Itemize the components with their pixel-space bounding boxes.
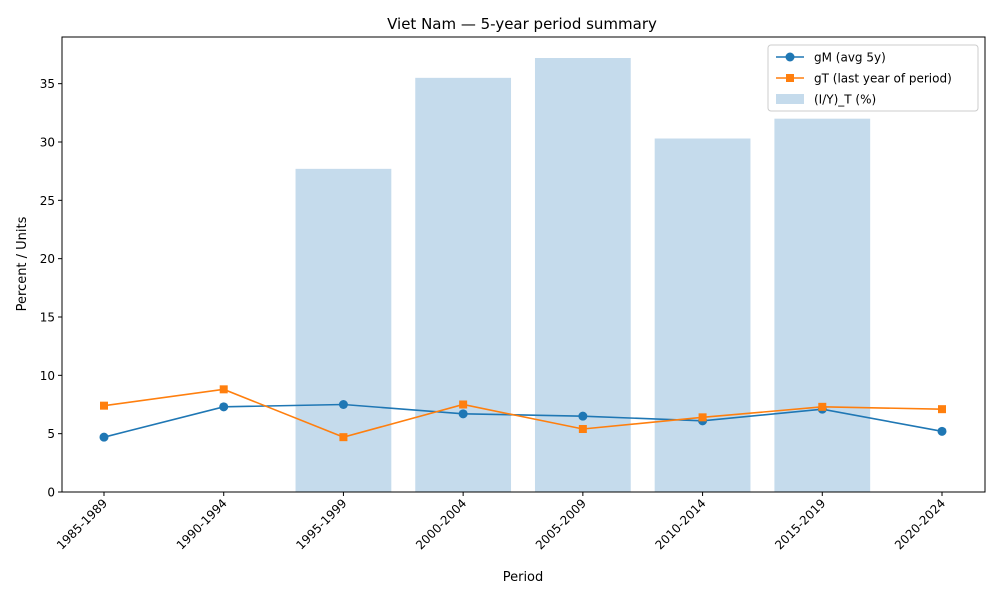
legend-label: gM (avg 5y) [814,51,886,65]
legend-swatch [776,94,804,104]
legend-marker [785,52,795,62]
y-axis-label: Percent / Units [15,216,30,311]
point-1-1 [219,385,228,394]
y-tick-label: 30 [40,136,55,150]
point-1-6 [818,402,827,411]
line-series [99,385,947,442]
bar-2010-2014 [654,138,751,492]
point-1-7 [938,405,946,414]
series-line-1 [103,388,943,439]
x-tick-label: 2010-2014 [653,496,709,552]
y-tick-label: 35 [40,77,55,91]
bar-series [295,58,871,493]
x-tick-label: 2005-2009 [533,496,589,552]
y-tick-label: 0 [47,486,55,500]
legend-label: gT (last year of period) [814,72,952,86]
series-line-0 [103,403,943,438]
bar-2015-2019 [774,118,871,493]
x-tick-label: 2020-2024 [892,496,948,552]
x-tick-label: 2000-2004 [413,496,469,552]
bar-2000-2004 [415,77,512,492]
point-1-3 [459,400,468,409]
y-tick-label: 10 [40,369,55,383]
point-1-0 [100,401,108,410]
y-tick-label: 20 [40,252,55,266]
point-1-5 [698,413,707,422]
y-axis: 0 5 10 15 20 25 30 35 [40,77,62,500]
point-1-2 [339,433,348,442]
y-tick-label: 25 [40,194,55,208]
x-tick-label: 1995-1999 [293,496,349,552]
legend-box [767,44,979,112]
x-tick-label: 1985-1989 [54,496,110,552]
point-0-0 [99,432,109,442]
point-0-7 [937,426,947,436]
x-axis: 1985-1989 1990-1994 1995-1999 2000-2004 2005… [54,492,948,552]
point-0-3 [458,409,468,419]
y-tick-label: 15 [40,311,55,325]
chart-title: Viet Nam — 5-year period summary [387,15,657,33]
x-tick-label: 2015-2019 [772,496,828,552]
y-tick-label: 5 [47,427,55,441]
point-0-2 [338,400,348,409]
axes-frame [61,36,986,493]
point-0-4 [578,411,588,421]
x-tick-label: 1990-1994 [174,496,230,552]
bar-1995-1999 [295,168,392,493]
legend: gM (avg 5y) gT (last year of period) (I/Y)… [767,44,979,112]
legend-label: (I/Y)_T (%) [814,93,876,107]
point-0-1 [219,402,229,412]
legend-marker [786,74,794,82]
x-axis-label: Period [503,570,544,585]
point-1-4 [578,425,587,433]
